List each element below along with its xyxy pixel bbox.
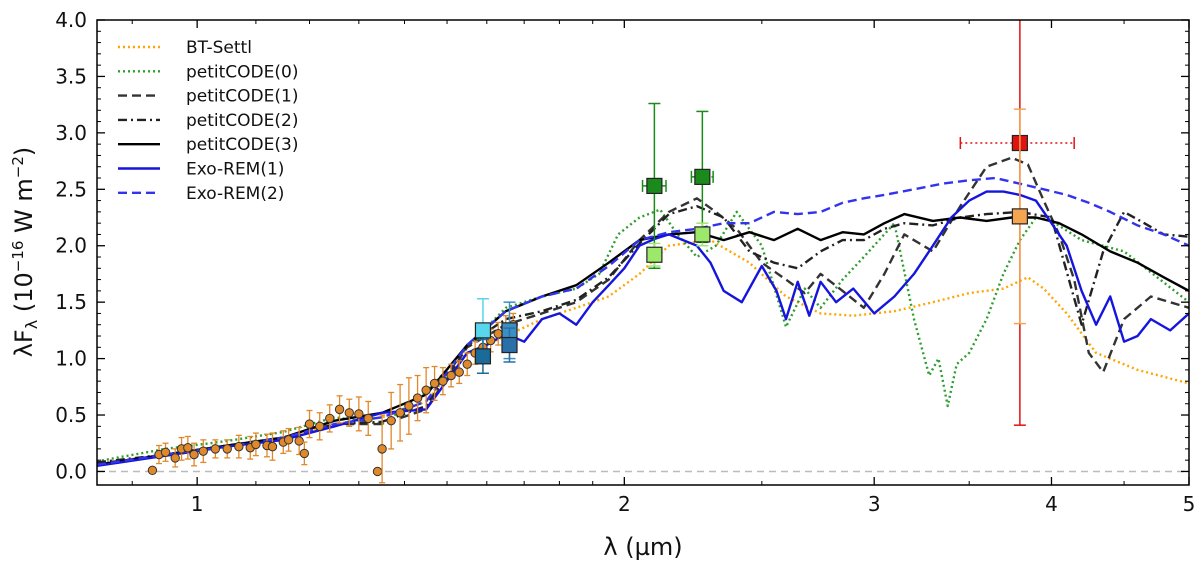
y-tick-label: 4.0 xyxy=(55,8,87,32)
plot-frame xyxy=(96,19,1190,486)
axis-ticks: 0.0 0.5 1.0 1.5 2.0 2.5 3.0 3.5 4.0 1 2 3 4 5 xyxy=(55,8,1195,516)
photometry-point xyxy=(429,378,440,389)
photometry-point xyxy=(170,453,180,463)
photometry-point xyxy=(446,370,456,381)
photometry-point xyxy=(198,446,208,456)
photometry-point xyxy=(421,385,431,395)
photometry-point xyxy=(189,449,199,460)
series-line-1 xyxy=(97,208,1189,463)
photometry-square xyxy=(474,348,492,365)
photometry-square xyxy=(694,226,711,243)
model-lines xyxy=(97,156,1189,473)
photometry-point xyxy=(294,436,304,446)
photometry-point xyxy=(251,439,261,450)
photometry-point xyxy=(412,393,423,403)
y-tick-label: 3.5 xyxy=(55,64,87,88)
x-tick-label: 2 xyxy=(618,492,631,516)
x-tick-label: 4 xyxy=(1045,492,1058,516)
series-line-3 xyxy=(97,204,1189,464)
legend-label-1: petitCODE(0) xyxy=(186,62,298,82)
photometry-point xyxy=(462,359,472,369)
photometry-point xyxy=(454,367,464,377)
photometry-square xyxy=(694,168,711,185)
photometry-point xyxy=(315,421,325,432)
y-tick-label: 2.5 xyxy=(55,177,87,201)
photometry-point xyxy=(493,329,503,339)
y-tick-label: 1.5 xyxy=(55,290,87,314)
photometry-square xyxy=(646,246,663,263)
series-line-4 xyxy=(97,212,1189,466)
series-line-0 xyxy=(97,238,1189,465)
photometry-square xyxy=(474,322,492,339)
photometry-point xyxy=(404,401,414,411)
photometry-point xyxy=(372,466,383,477)
series-line-6 xyxy=(97,176,1189,466)
photometry-point xyxy=(183,443,193,453)
photometry-point xyxy=(377,444,387,454)
legend-label-2: petitCODE(1) xyxy=(186,87,298,107)
x-tick-label: 5 xyxy=(1183,492,1196,516)
photometry-point xyxy=(299,448,310,459)
photometry-point xyxy=(354,409,364,419)
x-tick-label: 1 xyxy=(191,492,204,516)
y-tick-label: 2.0 xyxy=(55,234,87,258)
legend-label-3: petitCODE(2) xyxy=(186,111,298,131)
photometry-point xyxy=(210,444,221,454)
photometry-point xyxy=(438,376,448,386)
y-tick-label: 3.0 xyxy=(55,121,87,145)
photometry-points xyxy=(147,20,1075,484)
photometry-point xyxy=(386,415,396,426)
legend-label-6: Exo-REM(2) xyxy=(186,184,284,204)
y-axis-title: λFλ (10−16 W m−2) xyxy=(9,147,41,358)
photometry-point xyxy=(267,441,278,452)
x-axis-title: λ (µm) xyxy=(603,533,682,561)
photometry-point xyxy=(283,435,294,445)
photometry-point xyxy=(147,465,158,476)
photometry-point xyxy=(160,447,171,457)
photometry-point xyxy=(222,444,232,454)
photometry-square xyxy=(646,177,663,195)
photometry-square xyxy=(501,336,518,354)
photometry-point xyxy=(334,404,345,415)
photometry-point xyxy=(304,419,315,429)
y-tick-label: 0.0 xyxy=(55,459,87,483)
photometry-point xyxy=(234,441,244,452)
legend-label-0: BT-Settl xyxy=(186,38,252,58)
photometry-point xyxy=(395,408,405,418)
x-tick-label: 3 xyxy=(868,492,881,516)
photometry-point xyxy=(344,408,354,418)
photometry-point xyxy=(363,413,373,424)
y-tick-label: 1.0 xyxy=(55,347,87,371)
y-tick-label: 0.5 xyxy=(55,403,87,427)
legend-label-5: Exo-REM(1) xyxy=(186,160,284,180)
photometry-square xyxy=(1011,208,1028,225)
legend: BT-Settl petitCODE(0) petitCODE(1) petitCOD… xyxy=(118,38,298,204)
legend-label-4: petitCODE(3) xyxy=(186,135,298,155)
photometry-point xyxy=(325,413,335,424)
